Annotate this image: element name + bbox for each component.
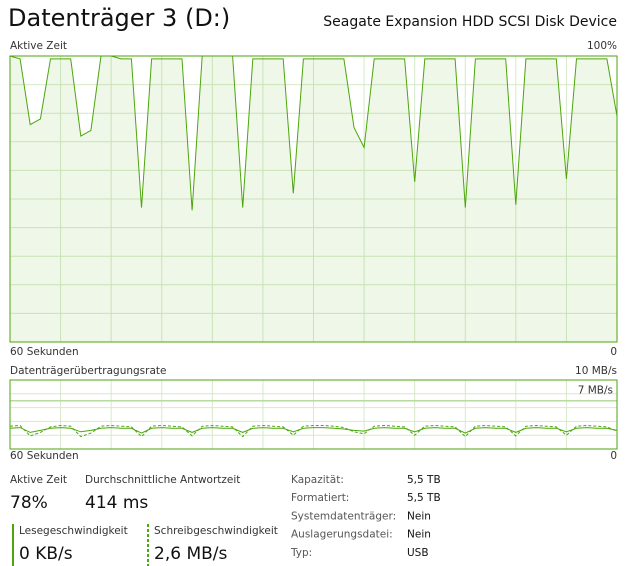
x-tick-label: 60 Sekunden [10,450,79,462]
y-tick-label: 10 MB/s [575,365,617,377]
property-value: Nein [407,510,431,522]
plot-border [9,55,618,343]
property-label: Kapazität: [291,474,344,486]
chart-title: Datenträgerübertragungsrate [10,365,166,377]
stat-value: 414 ms [85,493,148,513]
write-label: Schreibgeschwindigkeit [154,525,278,537]
data-line [9,424,618,438]
property-value: USB [407,547,429,559]
plot-border [9,379,618,450]
reference-label: 7 MB/s [578,385,613,397]
property-label: Typ: [290,547,312,559]
device-name: Seagate Expansion HDD SCSI Disk Device [323,14,617,30]
property-label: Systemdatenträger: [291,510,396,522]
property-value: 5,5 TB [407,474,441,486]
property-label: Auslagerungsdatei: [291,529,393,541]
data-line [9,427,618,434]
x-tick-label: 0 [610,346,617,358]
stat-label: Durchschnittliche Antwortzeit [85,474,240,486]
write-value: 2,6 MB/s [154,544,227,564]
property-label: Formatiert: [291,492,349,504]
read-label: Lesegeschwindigkeit [19,525,128,537]
property-value: 5,5 TB [407,492,441,504]
property-value: Nein [407,529,431,541]
x-tick-label: 0 [610,450,617,462]
x-tick-label: 60 Sekunden [10,346,79,358]
read-value: 0 KB/s [19,544,73,564]
area [10,56,617,342]
y-tick-label: 100% [587,40,617,52]
chart-title: Aktive Zeit [10,40,67,52]
stat-label: Aktive Zeit [10,474,67,486]
stat-value: 78% [10,493,48,513]
disk-title: Datenträger 3 (D:) [8,4,230,32]
